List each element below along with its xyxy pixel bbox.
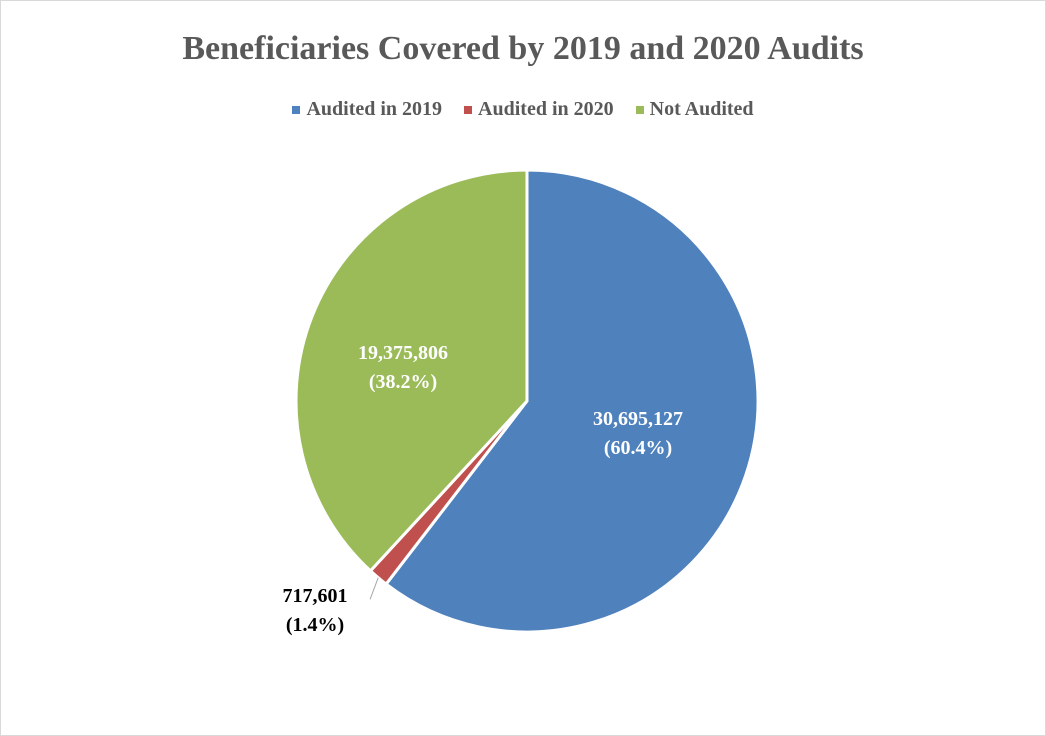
data-label-percent-not-audited: (38.2%) — [369, 371, 437, 393]
legend-label-audited-2019: Audited in 2019 — [306, 98, 443, 120]
data-label-value-audited-2019: 30,695,127 — [593, 408, 683, 430]
data-label-percent-audited-2020: (1.4%) — [286, 614, 344, 636]
legend-label-not-audited: Not Audited — [649, 98, 754, 120]
legend-swatch-audited-2020 — [464, 105, 473, 114]
legend: Audited in 2019 Audited in 2020 Not Audi… — [0, 98, 1046, 121]
leader-line-audited-2020 — [369, 577, 379, 600]
legend-item-audited-2019: Audited in 2019 — [292, 98, 442, 121]
legend-item-audited-2020: Audited in 2020 — [464, 98, 614, 121]
legend-swatch-not-audited — [635, 105, 644, 114]
legend-item-not-audited: Not Audited — [635, 98, 754, 121]
legend-label-audited-2020: Audited in 2020 — [478, 98, 614, 120]
pie-slice-audited-2019 — [384, 168, 760, 634]
data-label-value-audited-2020: 717,601 — [283, 585, 348, 607]
chart-title: Beneficiaries Covered by 2019 and 2020 A… — [182, 30, 864, 67]
legend-swatch-audited-2019 — [292, 105, 301, 114]
pie-slice-not-audited — [294, 168, 529, 573]
data-label-percent-audited-2019: (60.4%) — [604, 437, 672, 459]
data-label-value-not-audited: 19,375,806 — [358, 342, 448, 364]
